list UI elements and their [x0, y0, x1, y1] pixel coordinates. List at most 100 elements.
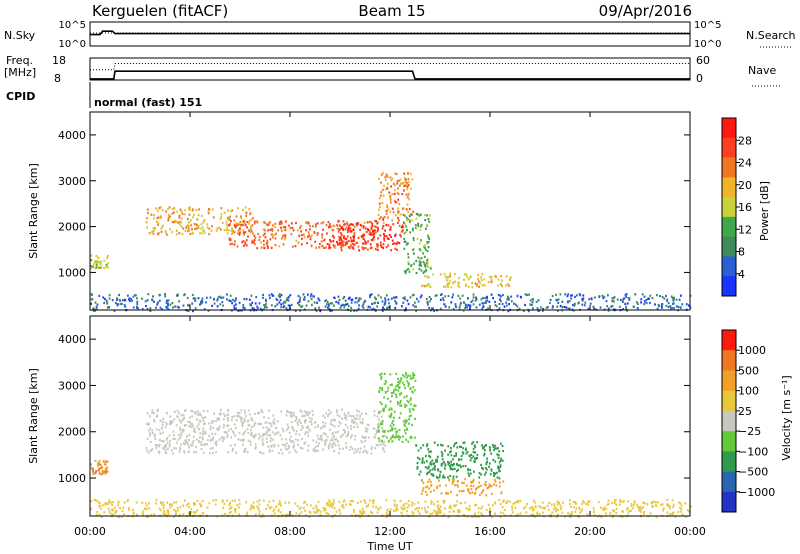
scatter-cell — [199, 432, 202, 435]
scatter-cell — [200, 214, 203, 217]
scatter-cell — [380, 421, 382, 424]
scatter-cell — [384, 229, 386, 232]
scatter-cell — [688, 510, 690, 513]
scatter-cell — [607, 309, 610, 312]
scatter-cell — [477, 515, 480, 518]
scatter-cell — [212, 436, 214, 439]
scatter-cell — [208, 207, 210, 211]
scatter-cell — [327, 409, 330, 412]
scatter-cell — [426, 214, 428, 217]
scatter-cell — [330, 502, 332, 505]
scatter-cell — [364, 300, 367, 303]
scatter-cell — [478, 485, 480, 488]
scatter-cell — [661, 296, 664, 299]
scatter-cell — [403, 503, 405, 506]
scatter-cell — [313, 295, 315, 298]
scatter-cell — [411, 294, 414, 297]
scatter-cell — [127, 294, 129, 297]
scatter-cell — [641, 506, 644, 509]
power-colorbar-tick-label: 28 — [738, 134, 752, 147]
scatter-cell — [368, 232, 371, 235]
scatter-cell — [260, 241, 262, 244]
scatter-cell — [643, 510, 645, 514]
scatter-cell — [214, 441, 217, 444]
scatter-cell — [343, 306, 346, 309]
scatter-cell — [522, 309, 525, 313]
scatter-cell — [250, 428, 252, 431]
scatter-cell — [251, 232, 254, 235]
scatter-cell — [114, 510, 117, 513]
scatter-cell — [440, 443, 442, 446]
scatter-cell — [263, 243, 265, 246]
scatter-cell — [248, 208, 251, 211]
scatter-cell — [269, 428, 271, 431]
scatter-cell — [117, 501, 120, 504]
scatter-cell — [111, 513, 114, 516]
scatter-cell — [124, 305, 127, 308]
scatter-cell — [436, 455, 439, 458]
scatter-cell — [158, 507, 161, 510]
scatter-cell — [238, 223, 240, 226]
scatter-cell — [117, 504, 119, 507]
scatter-cell — [540, 306, 542, 309]
scatter-cell — [230, 210, 232, 213]
scatter-cell — [209, 452, 211, 455]
scatter-cell — [388, 306, 391, 309]
nsky-line — [90, 30, 690, 36]
scatter-cell — [317, 444, 319, 448]
scatter-cell — [106, 502, 108, 505]
scatter-cell — [383, 215, 386, 219]
scatter-cell — [150, 449, 152, 452]
scatter-cell — [277, 444, 280, 447]
scatter-cell — [205, 296, 208, 299]
scatter-cell — [614, 498, 617, 502]
scatter-cell — [422, 252, 424, 255]
scatter-cell — [568, 307, 571, 310]
scatter-cell — [567, 301, 569, 304]
scatter-cell — [345, 435, 348, 438]
scatter-cell — [376, 230, 379, 233]
scatter-cell — [385, 188, 387, 191]
scatter-cell — [403, 384, 405, 387]
scatter-cell — [628, 298, 631, 301]
scatter-cell — [340, 244, 343, 247]
scatter-cell — [666, 511, 669, 514]
scatter-cell — [383, 383, 386, 386]
scatter-cell — [347, 239, 350, 242]
scatter-cell — [230, 220, 232, 223]
scatter-cell — [167, 511, 170, 514]
scatter-cell — [429, 461, 432, 464]
scatter-cell — [442, 299, 445, 302]
scatter-cell — [370, 225, 373, 228]
scatter-cell — [390, 391, 393, 395]
scatter-cell — [377, 422, 380, 425]
scatter-cell — [227, 424, 230, 427]
scatter-cell — [416, 297, 418, 300]
scatter-cell — [487, 281, 490, 284]
scatter-cell — [577, 302, 580, 305]
scatter-cell — [316, 509, 319, 512]
scatter-cell — [262, 452, 265, 455]
scatter-cell — [625, 305, 627, 308]
scatter-cell — [386, 203, 388, 207]
scatter-cell — [412, 238, 415, 242]
scatter-cell — [531, 509, 534, 512]
scatter-cell — [243, 418, 246, 421]
scatter-cell — [364, 430, 367, 433]
scatter-cell — [357, 245, 360, 248]
noise-left-tick-bottom: 10^0 — [59, 39, 86, 50]
scatter-cell — [675, 305, 678, 308]
scatter-cell — [567, 512, 569, 515]
scatter-cell — [230, 232, 233, 235]
scatter-cell — [264, 236, 267, 239]
scatter-cell — [297, 229, 299, 232]
scatter-cell — [416, 467, 419, 470]
scatter-cell — [202, 427, 205, 430]
scatter-cell — [458, 276, 460, 280]
power-colorbar-swatch — [722, 216, 736, 237]
scatter-cell — [240, 418, 243, 422]
scatter-cell — [394, 214, 397, 217]
scatter-cell — [317, 437, 320, 440]
velocity-colorbar-tick-label: 500 — [738, 364, 759, 377]
scatter-cell — [310, 245, 313, 248]
